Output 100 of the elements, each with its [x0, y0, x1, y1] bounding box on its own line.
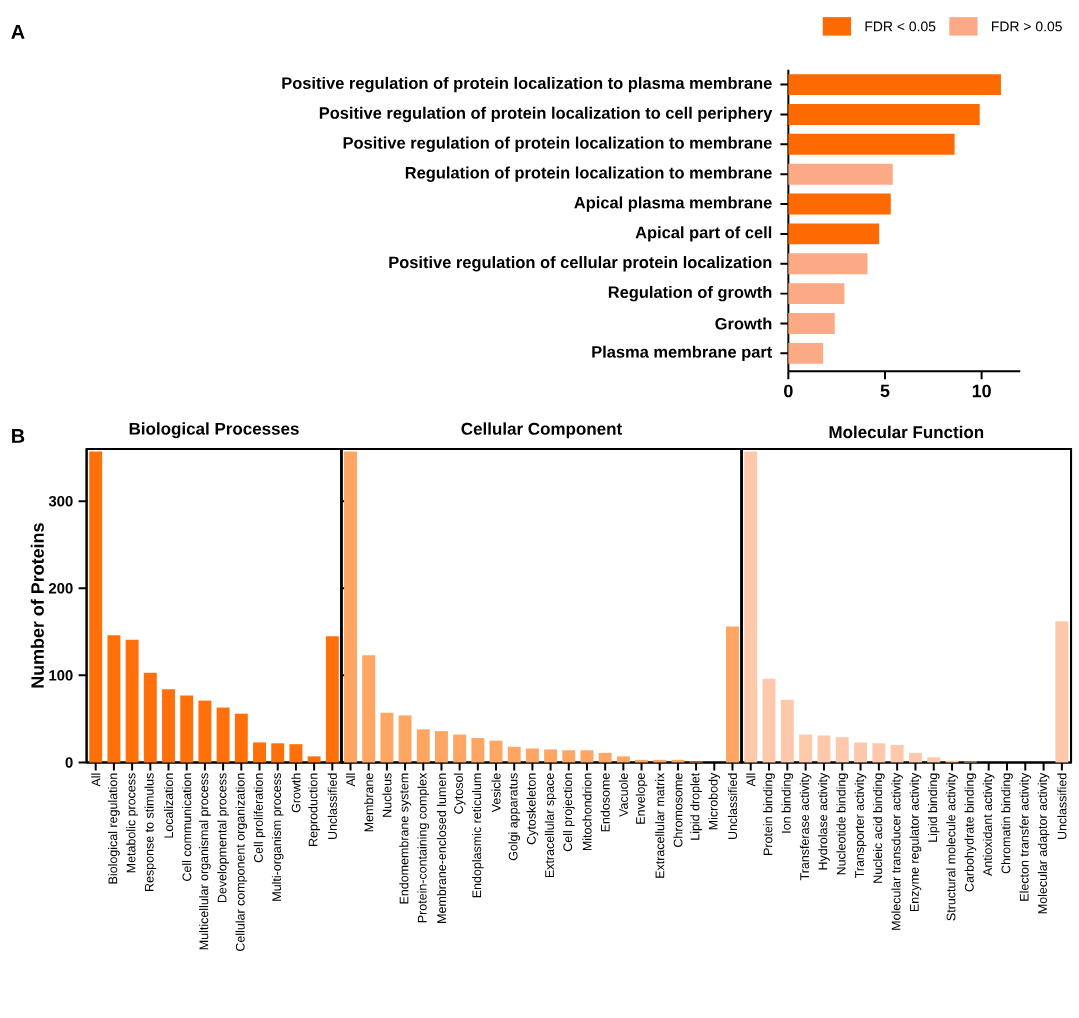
bar [598, 752, 612, 763]
y-tick-label: 0 [65, 757, 73, 768]
bar [562, 750, 576, 763]
bar [89, 451, 103, 763]
x-tick-label: Lipid binding [927, 773, 940, 842]
x-tick-label: Chromosome [673, 773, 683, 847]
bar [253, 742, 266, 763]
x-tick-label: Endosome [600, 773, 610, 832]
x-tick-label: Cytosol [453, 773, 466, 814]
chart-title: Biological Processes [129, 422, 299, 439]
y-tick-label: Apical plasma membrane [574, 196, 772, 212]
x-tick-label: Nucleus [382, 773, 392, 817]
bar [788, 253, 868, 275]
x-tick-label: Cell proliferation [253, 773, 266, 863]
x-tick-label: All [346, 773, 356, 787]
bar [234, 713, 248, 763]
x-tick-label: Envelope [635, 773, 648, 824]
bar [307, 756, 321, 763]
x-tick-label: Unclassified [1057, 773, 1067, 839]
x-tick-label: Localization [163, 773, 174, 838]
x-tick-label: Multi-organism process [271, 773, 284, 901]
chart-title: Cellular Component [461, 422, 622, 439]
bar [434, 730, 448, 763]
x-tick-label: Developmental process [217, 773, 229, 902]
x-tick-label: Membrane [364, 773, 374, 832]
x-tick-label: All [91, 773, 101, 787]
x-tick-label: Extracellular matrix [655, 772, 665, 878]
bar [125, 639, 139, 763]
bar [890, 744, 904, 763]
x-tick-label: Transporter activity [854, 772, 867, 878]
x-tick-label: Enzyme regulator activity [909, 772, 922, 911]
x-tick-label: All [746, 773, 756, 787]
bar [817, 735, 831, 763]
bar [198, 700, 212, 763]
x-tick-label: Biological regulation [108, 773, 120, 884]
bar [788, 283, 845, 304]
bar [453, 734, 467, 763]
x-tick-label: 5 [880, 384, 890, 398]
bar [580, 750, 594, 763]
x-tick-label: Reproduction [308, 773, 320, 846]
x-tick-label: Ion binding [781, 773, 794, 833]
x-tick-label: Cytoskeleton [526, 773, 539, 845]
legend-label: FDR < 0.05 [865, 21, 936, 32]
bar [325, 636, 339, 763]
bar [788, 133, 955, 155]
bar [726, 626, 739, 763]
bar [908, 752, 922, 763]
bar [271, 743, 285, 763]
bar [788, 342, 824, 364]
x-tick-label: Cell communication [182, 773, 192, 881]
x-tick-label: Metabolic process [126, 773, 138, 873]
x-tick-label: Electon transfer activity [1019, 772, 1032, 901]
x-tick-label: 0 [784, 384, 793, 398]
x-tick-label: Mitochondrion [582, 773, 592, 850]
x-tick-label: Transferase activity [799, 772, 812, 881]
x-tick-label: Golgi apparatus [508, 773, 521, 861]
y-tick-label: Growth [715, 317, 772, 330]
x-tick-label: Carbohydrate binding [964, 773, 977, 892]
x-tick-label: Molecular transducer activity [891, 772, 903, 930]
y-tick-label: Regulation of protein localization to membrane [405, 166, 772, 182]
bar [380, 712, 394, 763]
x-tick-label: Membrane-enclosed lumen [436, 773, 447, 923]
bar [788, 312, 835, 334]
x-tick-label: 10 [972, 384, 991, 398]
x-tick-label: Unclassified [727, 773, 738, 839]
x-tick-label: Cellular component organization [235, 773, 248, 951]
y-tick-label: Apical part of cell [635, 226, 772, 242]
bar [788, 223, 880, 245]
bar [507, 746, 521, 763]
bar [799, 734, 813, 763]
x-tick-label: Hydrolase activity [818, 772, 830, 870]
x-tick-label: Growth [291, 773, 301, 813]
bar [216, 707, 230, 763]
text: B [12, 428, 25, 443]
x-tick-label: Multicellular organismal process [199, 773, 211, 950]
y-tick-label: Plasma membrane part [592, 345, 773, 361]
bar [471, 737, 485, 763]
y-tick-label: 300 [48, 495, 73, 507]
x-tick-label: Protein binding [763, 773, 775, 855]
bar [544, 749, 558, 763]
y-tick-label: Positive regulation of cellular protein localization [389, 255, 772, 272]
bar [788, 74, 1001, 95]
y-tick-label: Positive regulation of protein localization to cell periphery [319, 106, 773, 123]
bar [398, 715, 412, 763]
chart-title: Molecular Function [829, 425, 984, 439]
x-tick-label: Nucleotide binding [836, 773, 849, 875]
bar [416, 729, 430, 763]
y-tick-label: Positive regulation of protein localization to plasma membrane [282, 76, 772, 93]
bar [854, 742, 868, 763]
y-tick-label: Positive regulation of protein localization to membrane [343, 136, 772, 152]
x-tick-label: Endomembrane system [399, 773, 411, 904]
x-tick-label: Cell projection [562, 773, 575, 852]
bar [927, 757, 941, 763]
bar [289, 744, 303, 763]
x-tick-label: Chromatin binding [1001, 773, 1013, 874]
x-tick-label: Microbody [708, 772, 721, 830]
y-tick-label: 200 [48, 582, 73, 594]
bar [180, 695, 194, 763]
bar [344, 451, 357, 763]
y-tick-label: Regulation of growth [608, 285, 772, 302]
